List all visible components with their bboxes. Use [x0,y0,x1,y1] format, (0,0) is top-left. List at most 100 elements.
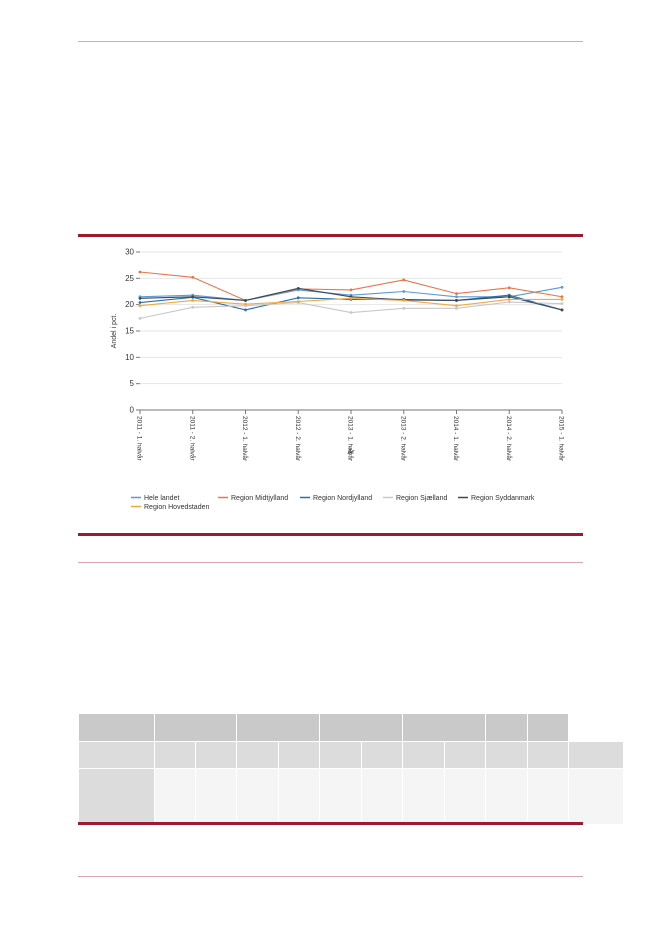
table-cell [78,713,155,742]
y-axis-title: Andel i pct. [111,314,118,349]
data-point [560,298,564,301]
data-point [507,286,511,290]
x-tick-label: 2015 - 1. halvår [558,416,566,462]
data-point [138,316,142,320]
table-cell [78,741,155,769]
table-cell [195,741,237,769]
data-point [191,295,195,299]
data-point [349,296,353,300]
data-point [191,299,195,302]
table-cell [485,741,528,769]
table-cell [154,713,237,742]
table-header-row [78,713,624,742]
data-point [455,304,458,308]
table-cell [195,768,237,825]
x-axis-title: År [348,447,356,456]
data-point [402,290,406,293]
table-cell [236,713,320,742]
table-cell [444,768,486,825]
data-point [402,306,406,310]
table-cell [154,741,196,769]
data-point [244,299,247,302]
table-cell [361,741,403,769]
x-tick-label: 2011 - 1. halvår [136,416,144,462]
data-point [455,292,458,296]
data-point [296,286,300,290]
table-row [78,768,624,825]
data-point [349,288,353,292]
series-lines [138,270,564,320]
table-cell [444,741,486,769]
y-tick-label: 30 [125,248,134,257]
x-tick-label: 2014 - 1. halvår [452,416,460,462]
table-cell [402,741,445,769]
bottom-rule [78,876,583,877]
legend-entry: Region Hovedstaden [131,504,209,511]
data-point [296,300,300,303]
y-tick-label: 5 [130,379,135,388]
x-tick-label: 2014 - 2. halvår [505,416,513,462]
legend-label: Region Hovedstaden [144,504,209,511]
table-cell [278,741,320,769]
legend: Hele landet Region Midtjylland Region Nord… [131,495,535,511]
table-cell [236,741,279,769]
table-cell [319,768,362,825]
line-chart: 0 5 10 15 20 25 30 2011 - 1. halvår 2011 - 2. h… [111,248,566,512]
data-point [138,296,142,300]
x-tick-label: 2013 - 2. halvår [399,416,407,462]
data-point [560,285,564,289]
legend-label: Region Midtjylland [231,495,288,502]
section-rule [78,562,583,563]
y-tick-label: 20 [125,300,134,309]
table-cell [319,713,403,742]
data-point [560,295,564,299]
legend-entry: Region Nordjylland [300,495,372,502]
x-axis: 2011 - 1. halvår 2011 - 2. halvår 2012 - 1… [136,409,566,462]
data-point [455,299,458,302]
data-point [455,295,458,299]
table-cell [527,713,569,742]
table-cell [568,768,624,825]
top-rule [78,41,583,42]
table-cell [485,768,528,825]
data-point [244,308,247,312]
data-point [507,295,511,299]
y-axis: 0 5 10 15 20 25 30 [125,248,140,415]
data-point [349,311,353,314]
table-cell [527,768,569,825]
data-point [191,305,195,309]
data-point [455,306,458,310]
legend-entry: Region Sjælland [383,495,447,502]
x-tick-label: 2012 - 2. halvår [294,416,302,462]
legend-label: Region Nordjylland [313,495,372,502]
y-tick-label: 25 [125,274,134,283]
data-point [560,302,564,306]
table-cell [361,768,403,825]
table-cell [402,768,445,825]
data-point [138,270,142,274]
data-point [507,300,511,304]
chart-grid [140,251,562,411]
table-cell [278,768,320,825]
data-point [402,278,406,282]
legend-label: Region Sjælland [396,495,447,502]
y-tick-label: 0 [130,406,135,415]
table-bottom-border [78,822,583,825]
figure-top-border [78,234,583,237]
data-point [138,301,142,304]
table-cell [527,741,569,769]
legend-label: Hele landet [144,495,179,502]
data-point [191,275,195,279]
x-tick-label: 2013 - 1. halvår [347,416,355,462]
table-cell [78,768,155,825]
table-cell [154,768,196,825]
table-cell [485,713,528,742]
y-tick-label: 10 [125,353,134,362]
y-tick-label: 15 [125,327,134,336]
figure-bottom-border [78,533,583,536]
table-cell [236,768,279,825]
table-subheader-row [78,741,624,769]
data-point [244,302,247,306]
data-point [507,298,511,301]
table-cell [402,713,486,742]
